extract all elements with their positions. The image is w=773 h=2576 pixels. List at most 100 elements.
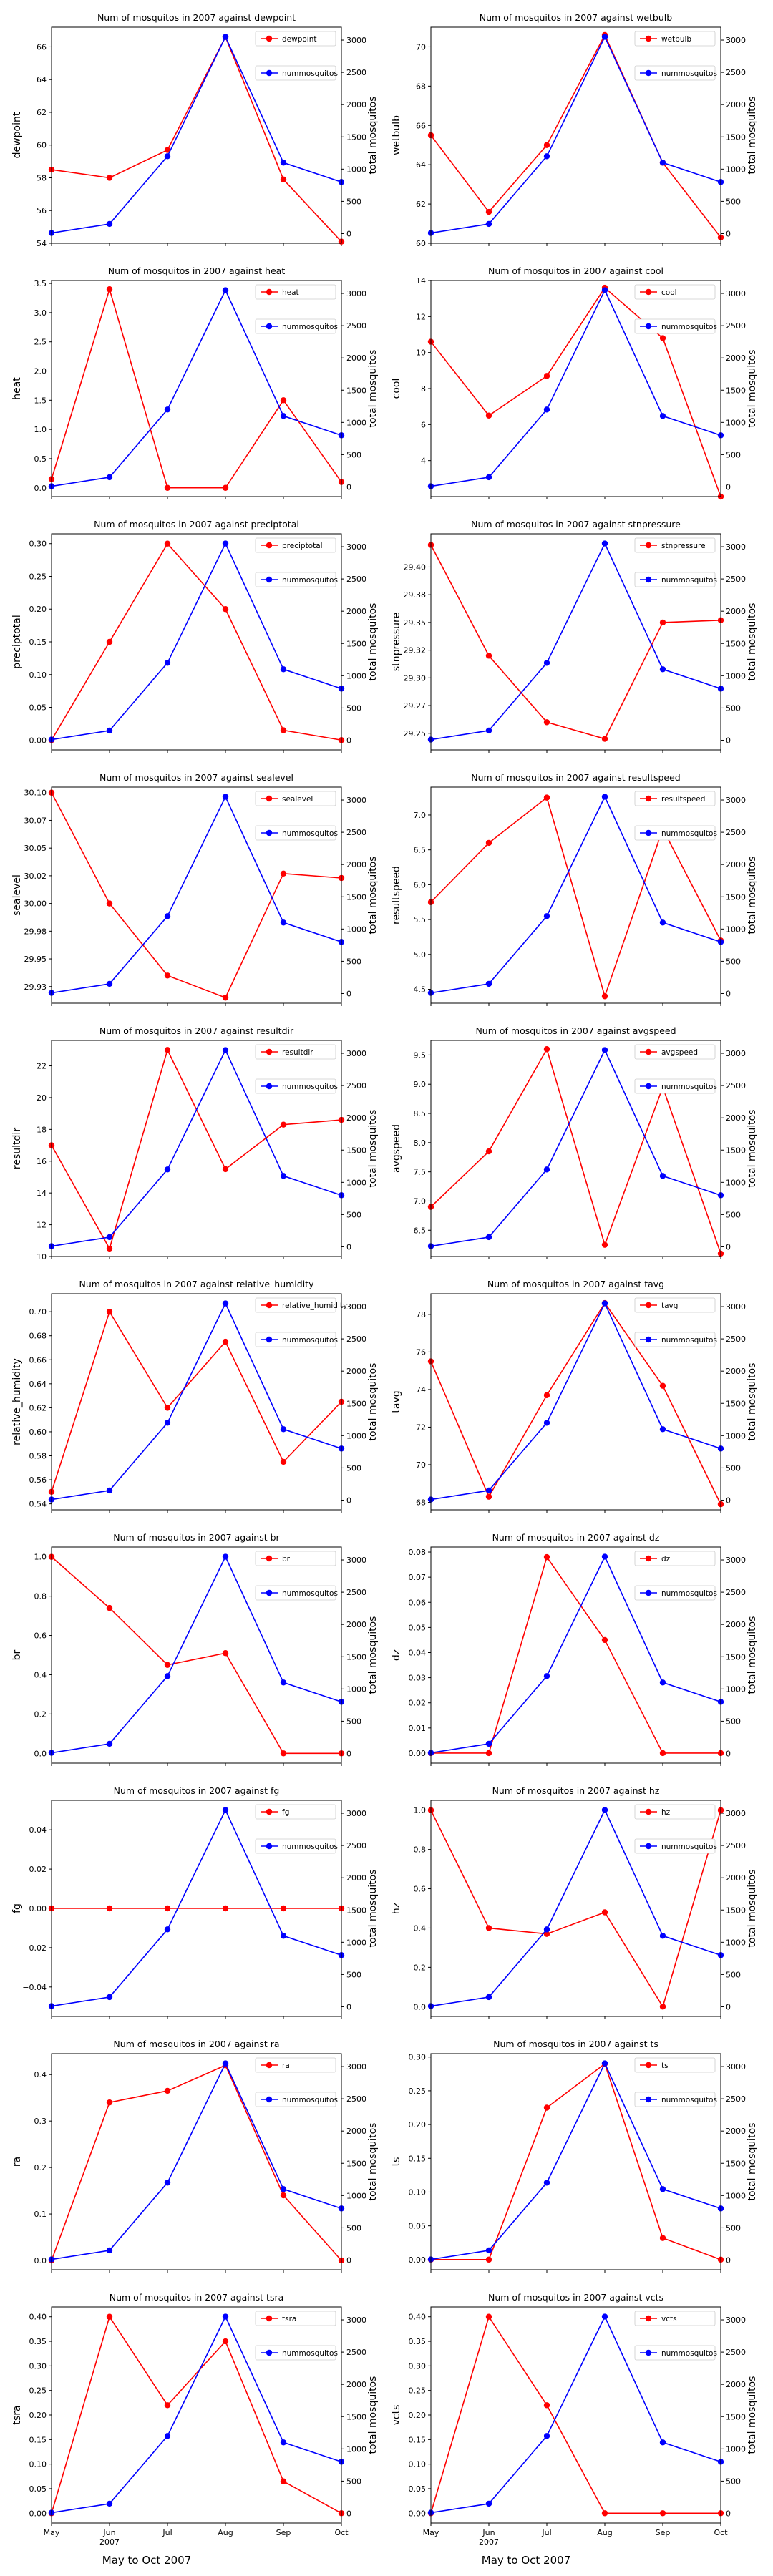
- right-y-tick-label: 3000: [346, 1556, 366, 1565]
- legend-box: [255, 1585, 336, 1601]
- legend-swatch-point: [266, 1083, 273, 1090]
- legend-box: [255, 1332, 336, 1347]
- right-y-tick-label: 1000: [346, 924, 366, 934]
- left-y-axis-label: dewpoint: [11, 112, 23, 158]
- feature-point: [164, 1047, 171, 1053]
- left-y-tick-label: 6.5: [414, 1226, 427, 1235]
- legend-mosquitos: nummosquitos: [634, 1585, 717, 1601]
- right-y-tick-label: 1000: [726, 2444, 746, 2454]
- mosquito-point: [164, 153, 171, 160]
- legend-feature: avgspeed: [634, 1044, 716, 1060]
- right-y-tick-label: 0: [726, 482, 731, 492]
- mosquito-point: [601, 1553, 608, 1560]
- right-y-tick-label: 500: [346, 450, 361, 459]
- left-y-tick-label: 7.0: [414, 1196, 427, 1206]
- mosquito-point: [659, 2186, 666, 2192]
- right-y-axis-label: total mosquitos: [367, 2376, 379, 2454]
- right-y-axis-label: total mosquitos: [747, 2376, 758, 2454]
- left-y-tick-label: 29.25: [404, 729, 427, 738]
- feature-point: [222, 1650, 229, 1657]
- right-y-axis-label: total mosquitos: [747, 1363, 758, 1441]
- plot-frame: [51, 1800, 342, 2017]
- right-y-tick-label: 0: [726, 1242, 731, 1252]
- right-y-tick-label: 3000: [726, 796, 746, 805]
- legend-swatch-point: [645, 2062, 652, 2069]
- legend-feature: tsra: [255, 2311, 336, 2326]
- left-y-tick-label: 7.0: [414, 811, 427, 820]
- mosquito-point: [601, 2060, 608, 2067]
- legend-swatch-point: [645, 1336, 652, 1343]
- mosquito-series-line: [51, 1302, 342, 1501]
- right-y-tick-label: 2500: [346, 1081, 366, 1091]
- feature-point: [659, 1750, 666, 1757]
- legend-mosquitos: nummosquitos: [255, 1332, 338, 1347]
- mosquito-point: [280, 2439, 287, 2446]
- mosquito-point: [280, 413, 287, 419]
- mosquito-point: [485, 1234, 492, 1241]
- left-y-tick-label: 0.68: [29, 1332, 47, 1341]
- right-y-tick-label: 1000: [346, 671, 366, 680]
- left-y-axis-label: resultdir: [11, 1128, 23, 1169]
- right-y-tick-label: 2000: [346, 1113, 366, 1123]
- left-y-tick-label: 0.05: [29, 703, 47, 713]
- feature-point: [222, 606, 229, 613]
- left-y-tick-label: 3.5: [34, 279, 47, 288]
- legend-feature: br: [255, 1551, 336, 1566]
- feature-point: [280, 397, 287, 404]
- legend-label: nummosquitos: [661, 829, 717, 838]
- chart-panel: Num of mosquitos in 2007 against wetbulb…: [391, 12, 758, 248]
- left-y-tick-label: 0.54: [29, 1500, 47, 1509]
- legend-label: nummosquitos: [282, 1589, 338, 1598]
- right-y-tick-label: 3000: [346, 36, 366, 45]
- chart-panel: Num of mosquitos in 2007 against ra 0.0 0.…: [11, 2039, 379, 2273]
- legend-box: [255, 791, 336, 806]
- chart-panel: Num of mosquitos in 2007 against tsra 0.0…: [11, 2292, 379, 2547]
- chart-panel: Num of mosquitos in 2007 against results…: [391, 772, 758, 1006]
- left-y-tick-label: −0.02: [22, 1943, 47, 1953]
- right-y-tick-label: 500: [726, 703, 741, 713]
- right-y-tick-label: 1000: [726, 1178, 746, 1187]
- right-y-tick-label: 2500: [346, 1335, 366, 1344]
- mosquito-series-line: [430, 542, 721, 741]
- right-y-tick-label: 0: [726, 736, 731, 745]
- feature-series-line: [51, 792, 342, 999]
- plot-frame: [51, 1040, 342, 1257]
- mosquito-point: [543, 1166, 550, 1173]
- left-y-tick-label: 3.0: [34, 308, 47, 318]
- feature-point: [106, 2099, 113, 2106]
- left-y-tick-label: 14: [37, 1189, 47, 1198]
- mosquito-point: [280, 2186, 287, 2192]
- mosquito-point: [222, 287, 229, 293]
- legend-label: nummosquitos: [661, 1843, 717, 1851]
- left-y-tick-label: 0.3: [34, 2117, 47, 2126]
- legend-label: nummosquitos: [282, 576, 338, 585]
- left-y-tick-label: 7.5: [414, 1168, 427, 1177]
- feature-point: [164, 2402, 171, 2409]
- mosquito-point: [164, 1673, 171, 1679]
- legend-swatch-point: [645, 323, 652, 330]
- legend-feature: sealevel: [255, 791, 336, 806]
- left-y-tick-label: 0.30: [409, 2361, 427, 2371]
- left-y-tick-label: 30.10: [24, 789, 47, 798]
- legend-mosquitos: nummosquitos: [255, 2092, 338, 2107]
- chart-title: Num of mosquitos in 2007 against sealeve…: [99, 772, 293, 783]
- right-y-tick-label: 3000: [346, 1809, 366, 1818]
- feature-point: [485, 2313, 492, 2320]
- mosquito-series-line: [51, 1808, 342, 2007]
- legend-label: ra: [282, 2062, 290, 2070]
- plot-frame: [51, 786, 342, 1004]
- legend-box: [255, 318, 336, 334]
- legend-label: nummosquitos: [282, 69, 338, 78]
- legend-swatch-point: [645, 795, 652, 802]
- mosquito-point: [543, 913, 550, 919]
- right-y-tick-label: 2000: [346, 100, 366, 109]
- chart-panel: Num of mosquitos in 2007 against avgspee…: [391, 1025, 758, 1259]
- right-y-tick-label: 1000: [726, 1684, 746, 1694]
- legend-box: [255, 1297, 336, 1313]
- left-y-tick-label: 1.0: [34, 425, 47, 434]
- legend-mosquitos: nummosquitos: [255, 318, 338, 334]
- legend-swatch-point: [645, 2096, 652, 2103]
- mosquito-point: [485, 220, 492, 228]
- left-y-tick-label: 0.20: [409, 2411, 427, 2420]
- legend-box: [255, 2057, 336, 2073]
